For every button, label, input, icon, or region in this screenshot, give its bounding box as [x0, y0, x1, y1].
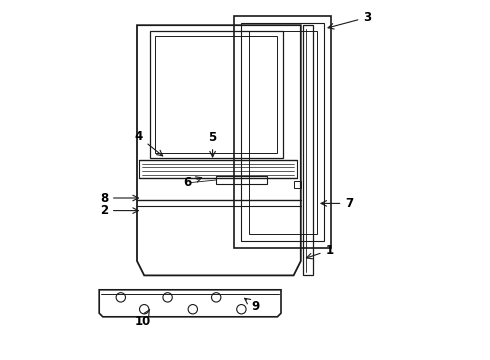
- Text: 7: 7: [321, 197, 353, 210]
- Text: 2: 2: [100, 204, 138, 217]
- Text: 6: 6: [183, 176, 201, 189]
- Text: 9: 9: [245, 298, 260, 313]
- Text: 3: 3: [328, 11, 371, 29]
- Text: 4: 4: [135, 130, 163, 156]
- Text: 5: 5: [208, 131, 217, 157]
- Text: 8: 8: [100, 192, 138, 204]
- Text: 10: 10: [134, 310, 150, 328]
- Text: 1: 1: [306, 244, 334, 259]
